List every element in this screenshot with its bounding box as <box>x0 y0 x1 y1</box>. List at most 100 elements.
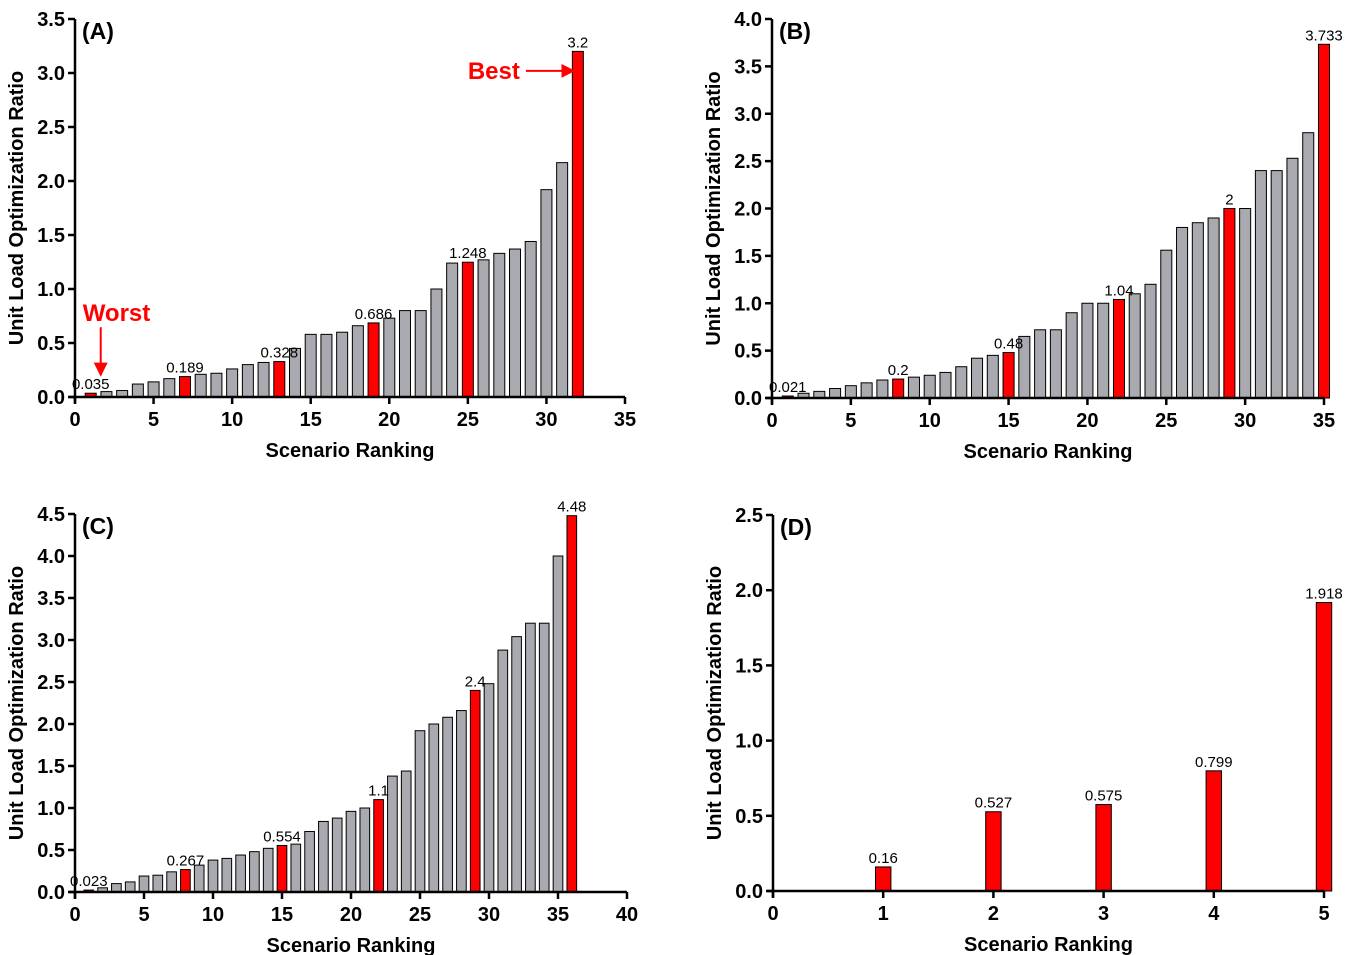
chart-0-bar-18 <box>351 325 364 398</box>
chart-0-data-label-7: 0.189 <box>166 360 204 377</box>
chart-2-ytick-label: 1.0 <box>37 798 65 820</box>
chart-2-bar-27 <box>442 716 453 893</box>
chart-2-bar-33 <box>525 622 536 893</box>
chart-1-bar-19 <box>1065 312 1078 399</box>
chart-2-bar-20 <box>345 810 357 893</box>
chart-0-xtick-label: 15 <box>300 409 322 431</box>
chart-3-ytick-label: 1.5 <box>735 655 763 677</box>
chart-1-x-axis-title: Scenario Ranking <box>964 441 1133 463</box>
chart-0-y-axis-title: Unit Load Optimization Ratio <box>6 71 28 345</box>
chart-0-ytick-label: 3.5 <box>37 9 65 31</box>
chart-2-ytick-label: 0.0 <box>37 882 65 904</box>
chart-2-xtick-label: 40 <box>616 904 638 926</box>
chart-1-bar-35 <box>1317 43 1331 399</box>
chart-0-ytick-label: 1.0 <box>37 279 65 301</box>
chart-3-panel-label: (D) <box>780 514 812 540</box>
chart-0-bar-20 <box>383 317 396 398</box>
chart-0-annotation-worst: Worst <box>83 300 151 327</box>
chart-0-bar-25 <box>461 261 474 398</box>
chart-3-ytick-label: 1.0 <box>735 731 763 753</box>
chart-2-bar-31 <box>497 649 509 893</box>
chart-1-bar-18 <box>1049 329 1062 399</box>
chart-2-bar-15 <box>276 844 288 893</box>
chart-1-data-label-35: 3.733 <box>1305 27 1343 44</box>
chart-0-bar-15 <box>304 333 317 398</box>
chart-1-xtick-label: 10 <box>919 410 941 432</box>
chart-1-data-label-29: 2 <box>1225 192 1233 209</box>
chart-2-data-label-1: 0.023 <box>70 873 108 890</box>
chart-2-ytick-label: 1.5 <box>37 756 65 778</box>
chart-0-xtick-label: 20 <box>378 409 400 431</box>
chart-2-ytick-label: 0.5 <box>37 840 65 862</box>
chart-2-xtick-label: 25 <box>409 904 431 926</box>
chart-0-bar-13 <box>273 361 286 398</box>
chart-0-bar-8 <box>194 373 207 398</box>
chart-1-bar-23 <box>1128 293 1141 399</box>
chart-0-panel-label: (A) <box>82 18 114 44</box>
chart-2-bar-35 <box>552 555 564 893</box>
chart-1-xtick-label: 0 <box>766 410 777 432</box>
chart-2-bar-32 <box>511 636 522 893</box>
chart-0-xtick-label: 35 <box>614 409 636 431</box>
chart-1-bar-20 <box>1081 302 1094 399</box>
chart-3-data-label-5: 1.918 <box>1305 586 1343 603</box>
chart-1-bar-32 <box>1270 170 1283 399</box>
chart-1-xtick-label: 20 <box>1076 410 1098 432</box>
chart-2-bar-16 <box>290 843 302 893</box>
chart-1-bar-17 <box>1034 329 1047 399</box>
chart-3-bar-4 <box>1205 770 1223 892</box>
chart-2-bar-14 <box>262 847 274 893</box>
chart-2-bar-18 <box>318 820 329 893</box>
chart-1-bar-33 <box>1286 157 1299 399</box>
chart-0-bar-6 <box>163 378 176 398</box>
chart-1-bar-6 <box>860 382 873 399</box>
chart-2-xtick-label: 20 <box>340 904 362 926</box>
chart-0-data-label-25: 1.248 <box>449 245 487 262</box>
chart-0-bar-7 <box>179 376 191 398</box>
chart-1-ytick-label: 1.5 <box>734 246 762 268</box>
chart-1-bar-31 <box>1254 170 1267 399</box>
chart-1-bar-24 <box>1144 283 1157 399</box>
chart-0-xtick-label: 25 <box>457 409 479 431</box>
chart-0-bar-11 <box>241 364 254 398</box>
chart-3-ytick-label: 2.0 <box>735 580 763 602</box>
chart-0-ytick-label: 1.5 <box>37 225 65 247</box>
chart-3-xtick-label: 0 <box>767 903 778 925</box>
chart-0-bar-23 <box>430 288 443 398</box>
panel-b: 0.0 0.5 1.0 1.5 2.0 2.5 3.0 3.5 4.0 0 5 10 15 20 25 30 3… <box>703 9 1343 463</box>
chart-2-bar-3 <box>111 883 122 893</box>
chart-2-data-label-36: 4.48 <box>557 499 586 516</box>
chart-0-data-label-13: 0.328 <box>261 345 299 362</box>
chart-2-bar-34 <box>538 622 550 893</box>
chart-2-ytick-label: 3.0 <box>37 630 65 652</box>
chart-3-bar-3 <box>1095 804 1112 892</box>
chart-1-bar-34 <box>1302 132 1315 399</box>
chart-0-bar-24 <box>446 262 459 398</box>
chart-1-ytick-label: 0.0 <box>734 388 762 410</box>
chart-3-ytick-label: 0.5 <box>735 806 763 828</box>
chart-1-ytick-label: 3.0 <box>734 104 762 126</box>
chart-0-bar-32 <box>571 50 584 398</box>
chart-0-bar-29 <box>524 240 537 398</box>
chart-0-bar-26 <box>477 259 490 398</box>
chart-0-data-label-32: 3.2 <box>567 34 588 51</box>
chart-2-xtick-label: 35 <box>547 904 569 926</box>
chart-0-bar-22 <box>414 310 427 398</box>
chart-1-xtick-label: 15 <box>997 410 1019 432</box>
chart-2-bar-4 <box>124 881 136 893</box>
chart-0-data-label-19: 0.686 <box>355 306 393 323</box>
chart-0-ytick-label: 2.5 <box>37 117 65 139</box>
chart-2-bar-13 <box>249 851 260 893</box>
chart-0-data-label-1: 0.035 <box>72 376 110 393</box>
chart-2-y-axis-title: Unit Load Optimization Ratio <box>6 566 28 840</box>
chart-3-data-label-2: 0.527 <box>975 795 1013 812</box>
chart-0-bar-19 <box>367 322 380 398</box>
chart-1-bar-13 <box>971 357 984 399</box>
chart-0-x-axis-title: Scenario Ranking <box>266 440 435 462</box>
chart-2-xtick-label: 10 <box>202 904 224 926</box>
chart-0-xtick-label: 0 <box>69 409 80 431</box>
chart-2-bar-5 <box>138 875 150 893</box>
chart-0-ytick-label: 0.5 <box>37 333 65 355</box>
chart-2-ytick-label: 4.0 <box>37 546 65 568</box>
chart-0-ytick-label: 2.0 <box>37 171 65 193</box>
